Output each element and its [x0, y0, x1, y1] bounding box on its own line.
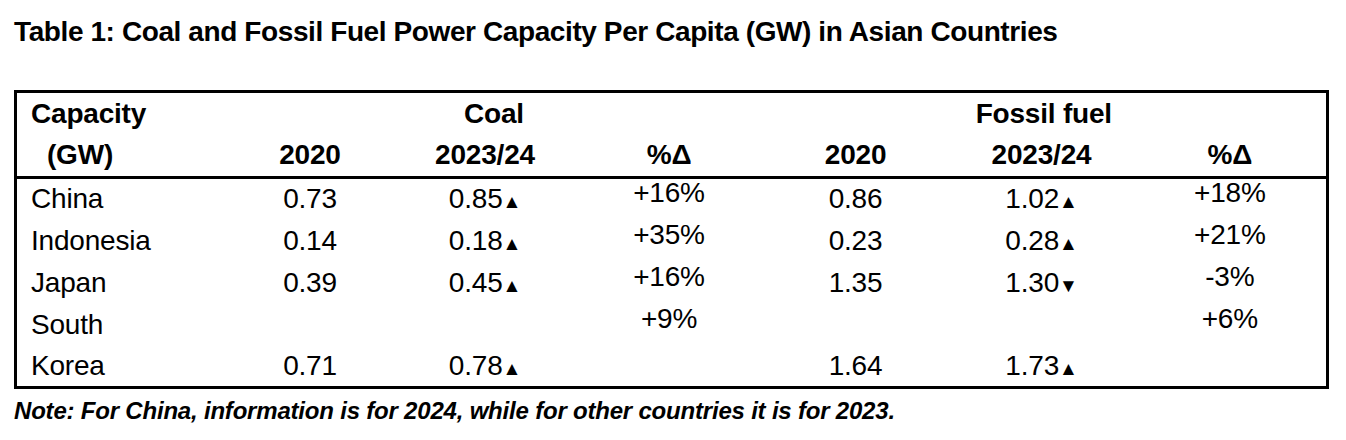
value-cell: 1.73▲ [950, 346, 1134, 388]
table-row: Japan0.390.45▲+16%1.351.30▼-3% [16, 262, 1328, 304]
up-triangle-icon: ▲ [503, 191, 522, 212]
table-header: Capacity Coal Fossil fuel (GW) 20202023/… [16, 92, 1328, 178]
value-cell: 1.02▲ [950, 178, 1134, 220]
pct-change-cell: +35% [577, 220, 762, 262]
pct-change-cell: +16% [577, 178, 762, 220]
value-cell: 0.18▲ [394, 220, 577, 262]
value-text: 0.28 [1005, 225, 1059, 256]
value-cell: 0.71 [227, 346, 394, 388]
column-header-fossil-2023-24: 2023/24 [950, 135, 1134, 178]
country-cell: South [16, 304, 227, 346]
country-cell: Korea [16, 346, 227, 388]
value-text: 0.18 [449, 225, 503, 256]
group-header-row: Capacity Coal Fossil fuel [16, 92, 1328, 135]
value-cell [950, 304, 1134, 346]
value-cell [762, 304, 950, 346]
down-triangle-icon: ▼ [1059, 275, 1078, 296]
value-cell: 0.28▲ [950, 220, 1134, 262]
pct-change-text: +16% [633, 262, 705, 293]
value-text: 1.02 [1005, 183, 1059, 214]
table-body: China0.730.85▲+16%0.861.02▲+18%Indonesia… [16, 178, 1328, 388]
pct-change-text: +35% [633, 220, 705, 251]
table-title: Table 1: Coal and Fossil Fuel Power Capa… [14, 16, 1058, 48]
value-text: 1.73 [1005, 350, 1059, 381]
country-cell: Japan [16, 262, 227, 304]
corner-header-unit: (GW) [16, 135, 227, 178]
pct-change-cell: +6% [1134, 304, 1328, 346]
pct-change-text: +6% [1202, 304, 1258, 335]
pct-change-text: +16% [633, 178, 705, 210]
group-header-fossil-fuel: Fossil fuel [762, 92, 1328, 135]
pct-change-cell: +9% [577, 304, 762, 346]
pct-change-text: -3% [1205, 262, 1254, 293]
value-cell: 0.39 [227, 262, 394, 304]
value-cell: 0.85▲ [394, 178, 577, 220]
group-header-coal: Coal [227, 92, 762, 135]
table-row: China0.730.85▲+16%0.861.02▲+18% [16, 178, 1328, 220]
value-text: 1.30 [1005, 267, 1059, 298]
page: Table 1: Coal and Fossil Fuel Power Capa… [0, 0, 1346, 440]
pct-change-text: +9% [641, 304, 697, 335]
value-cell [577, 346, 762, 388]
pct-change-text: +18% [1194, 178, 1266, 210]
table-row: Indonesia0.140.18▲+35%0.230.28▲+21% [16, 220, 1328, 262]
column-header-row: (GW) 20202023/24%Δ20202023/24%Δ [16, 135, 1328, 178]
up-triangle-icon: ▲ [1059, 191, 1078, 212]
column-header-fossil-pct-delta: %Δ [1134, 135, 1328, 178]
up-triangle-icon: ▲ [503, 275, 522, 296]
pct-change-cell: -3% [1134, 262, 1328, 304]
value-cell [1134, 346, 1328, 388]
value-cell: 1.64 [762, 346, 950, 388]
value-cell: 0.78▲ [394, 346, 577, 388]
pct-change-cell: +21% [1134, 220, 1328, 262]
column-header-coal-2023-24: 2023/24 [394, 135, 577, 178]
value-cell: 1.30▼ [950, 262, 1134, 304]
up-triangle-icon: ▲ [1059, 358, 1078, 379]
up-triangle-icon: ▲ [503, 233, 522, 254]
value-cell [394, 304, 577, 346]
value-cell: 0.23 [762, 220, 950, 262]
table-note: Note: For China, information is for 2024… [14, 397, 895, 425]
country-cell: China [16, 178, 227, 220]
pct-change-cell: +16% [577, 262, 762, 304]
value-text: 0.45 [449, 267, 503, 298]
value-cell: 0.86 [762, 178, 950, 220]
country-cell: Indonesia [16, 220, 227, 262]
pct-change-text: +21% [1194, 220, 1266, 251]
value-cell: 0.73 [227, 178, 394, 220]
value-cell: 0.45▲ [394, 262, 577, 304]
column-header-fossil-2020: 2020 [762, 135, 950, 178]
value-text: 0.78 [449, 350, 503, 381]
corner-header-capacity: Capacity [16, 92, 227, 135]
table-row: Korea0.710.78▲1.641.73▲ [16, 346, 1328, 388]
column-header-coal-2020: 2020 [227, 135, 394, 178]
capacity-table: Capacity Coal Fossil fuel (GW) 20202023/… [14, 90, 1329, 389]
value-cell: 0.14 [227, 220, 394, 262]
table-row: South +9% +6% [16, 304, 1328, 346]
pct-change-cell: +18% [1134, 178, 1328, 220]
value-cell: 1.35 [762, 262, 950, 304]
up-triangle-icon: ▲ [503, 358, 522, 379]
value-cell [227, 304, 394, 346]
column-header-coal-pct-delta: %Δ [577, 135, 762, 178]
up-triangle-icon: ▲ [1059, 233, 1078, 254]
value-text: 0.85 [449, 183, 503, 214]
